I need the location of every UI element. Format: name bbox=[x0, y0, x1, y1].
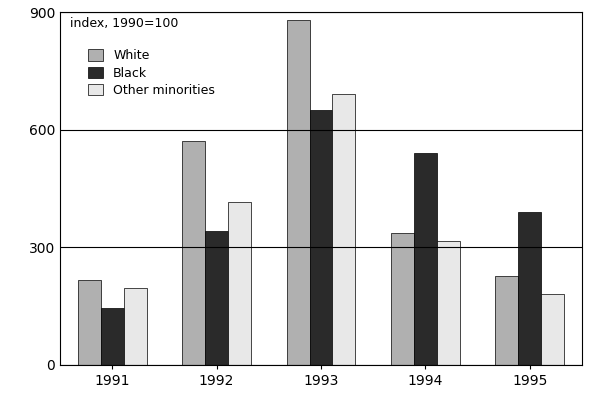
Bar bbox=[437, 241, 460, 364]
Bar bbox=[391, 233, 414, 364]
Bar bbox=[496, 277, 518, 364]
Bar bbox=[101, 308, 124, 364]
Bar bbox=[541, 294, 564, 364]
Text: index, 1990=100: index, 1990=100 bbox=[70, 17, 179, 30]
Bar bbox=[124, 288, 146, 365]
Bar bbox=[228, 202, 251, 364]
Bar bbox=[287, 20, 310, 364]
Legend: White, Black, Other minorities: White, Black, Other minorities bbox=[82, 43, 221, 103]
Bar bbox=[205, 231, 228, 364]
Bar bbox=[332, 94, 355, 364]
Bar bbox=[518, 212, 541, 364]
Bar bbox=[182, 141, 205, 364]
Bar bbox=[414, 153, 437, 364]
Bar bbox=[310, 110, 332, 364]
Bar bbox=[78, 280, 101, 364]
